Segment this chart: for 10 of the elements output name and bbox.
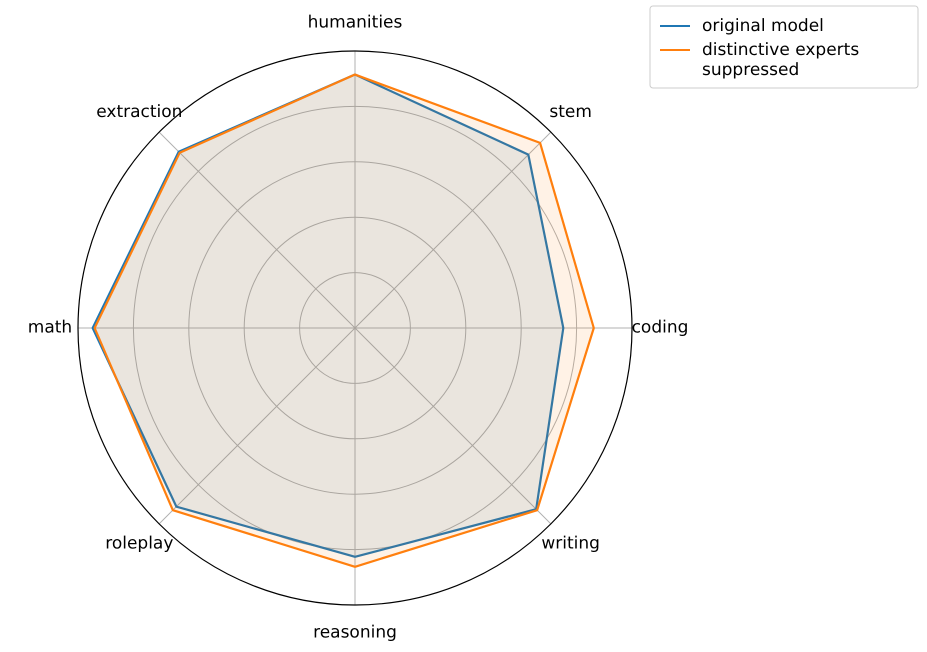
spoke-label: reasoning xyxy=(313,622,397,643)
spoke-label: extraction xyxy=(96,102,182,122)
spoke-label: coding xyxy=(632,318,688,338)
spoke-label: humanities xyxy=(308,12,403,33)
spoke-label: math xyxy=(28,318,72,338)
legend-label: original model xyxy=(702,16,824,36)
legend-label: distinctive experts suppressed xyxy=(702,40,860,80)
spoke-label: writing xyxy=(541,533,600,554)
spoke-label: stem xyxy=(549,102,592,122)
spoke-label: roleplay xyxy=(105,533,174,554)
